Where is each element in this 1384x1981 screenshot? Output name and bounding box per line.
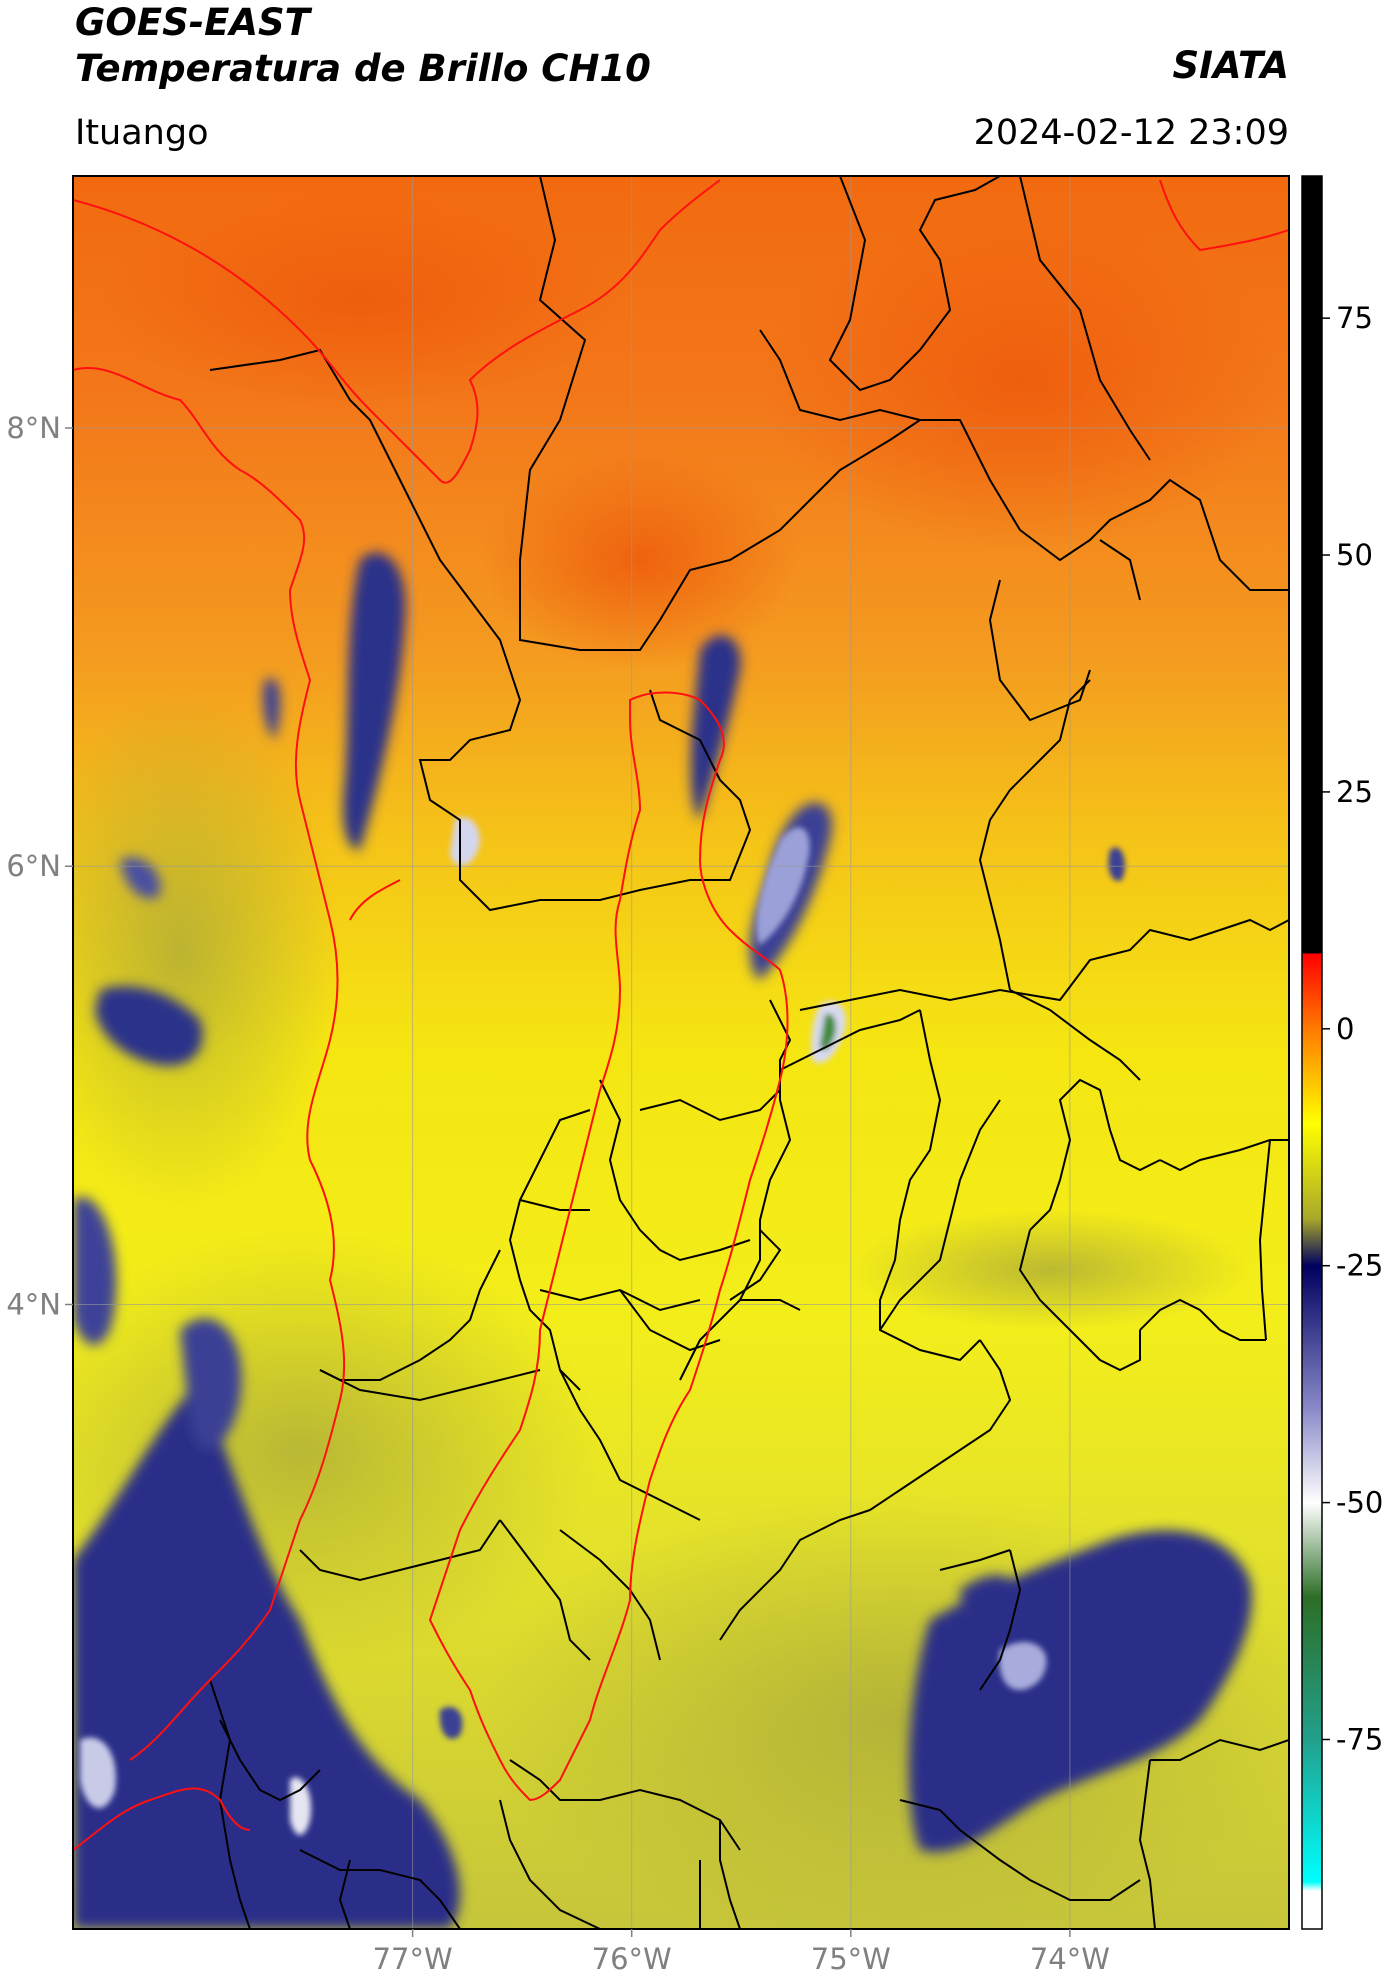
colorbar-tick-label: 75 (1336, 301, 1373, 335)
satellite-image (73, 176, 1289, 1929)
colorbar-tick-label: 0 (1336, 1012, 1354, 1046)
department-borders (209, 176, 1289, 1929)
colorbar-tick-label: -50 (1336, 1486, 1383, 1520)
colorbar-tick-label: -25 (1336, 1249, 1383, 1283)
longitude-ticks: 77°W 76°W 75°W 74°W (373, 1929, 1110, 1976)
coastline-and-region-outline (73, 179, 1289, 1851)
product-title: Temperatura de Brillo CH10 (75, 47, 651, 90)
longitude-tick-label: 76°W (592, 1942, 672, 1976)
latitude-tick-label: 4°N (6, 1287, 61, 1321)
colorbar-tick-label: -75 (1336, 1722, 1383, 1756)
brand-label: SIATA (1172, 44, 1289, 87)
colorbar: 75 50 25 0 -25 -50 -75 (1301, 175, 1383, 1930)
satellite-name: GOES-EAST (75, 1, 310, 44)
colorbar-scale (1301, 175, 1323, 1930)
location-label: Ituango (75, 113, 209, 153)
cold-cloud-tops (73, 552, 1252, 1929)
latitude-tick-label: 8°N (6, 411, 61, 445)
longitude-tick-label: 75°W (811, 1942, 891, 1976)
longitude-tick-label: 74°W (1030, 1942, 1110, 1976)
colorbar-tick-label: 50 (1336, 538, 1373, 572)
longitude-tick-label: 77°W (373, 1942, 453, 1976)
datetime-label: 2024-02-12 23:09 (973, 113, 1289, 153)
latitude-ticks: 8°N 6°N 4°N (6, 411, 73, 1321)
plot-frame (72, 175, 1290, 1930)
latitude-tick-label: 6°N (6, 849, 61, 883)
title-block: GOES-EAST Temperatura de Brillo CH10 (75, 0, 651, 92)
colorbar-tick-label: 25 (1336, 775, 1373, 809)
